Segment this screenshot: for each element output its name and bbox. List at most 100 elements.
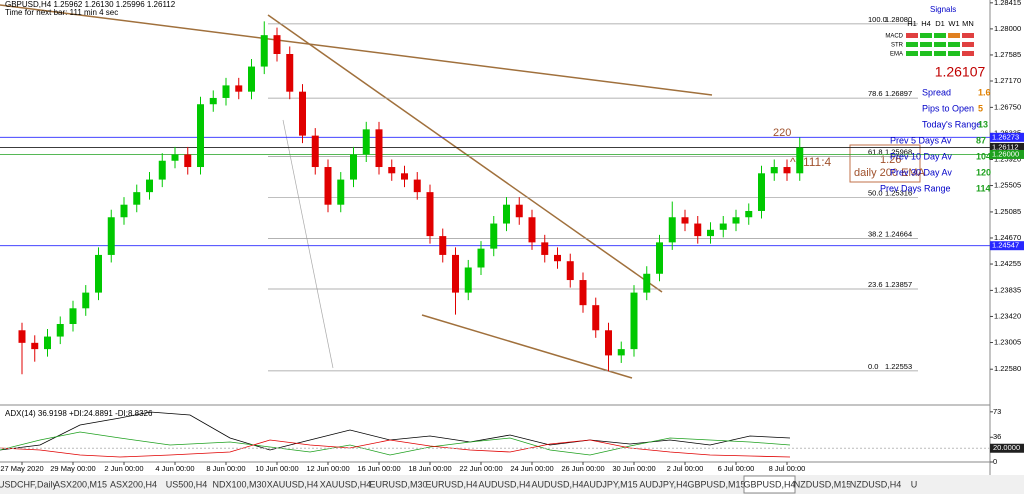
x-tick-label: 24 Jun 00:00 bbox=[510, 464, 553, 473]
tab[interactable] bbox=[850, 476, 901, 493]
candle-body bbox=[656, 242, 663, 274]
stat-value: 114 bbox=[976, 183, 991, 193]
candle-body bbox=[388, 167, 396, 174]
tab[interactable] bbox=[585, 476, 636, 493]
tab-label[interactable]: NDX100,M30 bbox=[212, 479, 266, 489]
signal-box bbox=[962, 42, 974, 47]
candle-body bbox=[222, 85, 230, 98]
tab[interactable] bbox=[426, 476, 477, 493]
candle-body bbox=[350, 154, 357, 180]
tab[interactable] bbox=[267, 476, 318, 493]
tab[interactable] bbox=[797, 476, 848, 493]
trendline bbox=[0, 4, 713, 96]
y-tick-label: 1.25085 bbox=[994, 207, 1021, 216]
timeframe: MN bbox=[962, 19, 974, 28]
tab-label[interactable]: EURUSD,M30 bbox=[369, 479, 427, 489]
candle-body bbox=[515, 204, 523, 218]
timeframe: H1 bbox=[907, 19, 917, 28]
stat-name: Pips to Open bbox=[922, 103, 974, 113]
x-tick-label: 26 Jun 00:00 bbox=[561, 464, 604, 473]
x-tick-label: 12 Jun 00:00 bbox=[306, 464, 349, 473]
x-tick-label: 22 Jun 00:00 bbox=[459, 464, 502, 473]
tab-label[interactable]: ASX200,H4 bbox=[110, 479, 157, 489]
tab[interactable] bbox=[903, 476, 925, 493]
candle-body bbox=[694, 223, 702, 237]
stat-value: 1.6 bbox=[978, 87, 991, 97]
tab-label[interactable]: NZDUSD,H4 bbox=[850, 479, 902, 489]
candle-body bbox=[171, 154, 179, 161]
x-tick-label: 16 Jun 00:00 bbox=[357, 464, 400, 473]
tab[interactable] bbox=[373, 476, 424, 493]
tab-label[interactable]: GBPUSD,H4 bbox=[743, 479, 795, 489]
tab-label[interactable]: ASX200,M15 bbox=[54, 479, 107, 489]
candle-body bbox=[413, 179, 421, 193]
tab[interactable] bbox=[532, 476, 583, 493]
candle-body bbox=[401, 173, 408, 180]
tab[interactable] bbox=[320, 476, 371, 493]
candle-body bbox=[796, 147, 804, 174]
tab-label[interactable]: NZDUSD,M15 bbox=[794, 479, 852, 489]
candle-body bbox=[605, 330, 612, 356]
candle-body bbox=[120, 204, 128, 218]
fib-level: 100.0 bbox=[868, 15, 887, 24]
signal-row: MACD bbox=[885, 34, 903, 40]
tab[interactable] bbox=[743, 475, 796, 494]
plus-di-line bbox=[0, 431, 791, 456]
candle-body bbox=[707, 229, 714, 237]
tab-label[interactable]: GBPUSD,M15 bbox=[687, 479, 745, 489]
y-tick-label: 1.27585 bbox=[994, 50, 1021, 59]
signal-box bbox=[948, 33, 960, 38]
fib-price: 1.26897 bbox=[885, 89, 912, 98]
tab-label[interactable]: AUDUSD,H4 bbox=[531, 479, 583, 489]
tab[interactable] bbox=[2, 476, 53, 493]
tab[interactable] bbox=[214, 476, 265, 493]
candle-body bbox=[146, 179, 153, 193]
y-tick-label: 1.25920 bbox=[994, 154, 1021, 163]
tab-label[interactable]: XAUUSD,H4 bbox=[320, 479, 372, 489]
price-marker-label: 1.26000 bbox=[992, 149, 1019, 158]
timeframe: W1 bbox=[948, 19, 959, 28]
x-tick-label: 4 Jun 00:00 bbox=[155, 464, 194, 473]
trendline bbox=[421, 314, 633, 379]
tab-label[interactable]: US500,H4 bbox=[166, 479, 208, 489]
tab[interactable] bbox=[638, 476, 689, 493]
candle-body bbox=[375, 129, 383, 168]
tab-label[interactable]: AUDUSD,H4 bbox=[478, 479, 530, 489]
tab[interactable] bbox=[479, 476, 530, 493]
y-tick-label: 1.23005 bbox=[994, 338, 1021, 347]
tab-label[interactable]: XAUUSD,H4 bbox=[267, 479, 319, 489]
adx-tick-label: 36 bbox=[993, 432, 1001, 441]
tab-label[interactable]: USDCHF,Daily bbox=[0, 479, 57, 489]
candle-body bbox=[426, 192, 434, 237]
tab-label[interactable]: AUDJPY,H4 bbox=[639, 479, 687, 489]
tab-label[interactable]: EURUSD,H4 bbox=[425, 479, 477, 489]
tab[interactable] bbox=[55, 476, 106, 493]
signal-box bbox=[934, 33, 946, 38]
signals-title: Signals bbox=[930, 5, 956, 14]
tab[interactable] bbox=[161, 476, 212, 493]
candle-body bbox=[158, 160, 166, 180]
candle-body bbox=[579, 280, 587, 306]
y-tick-label: 1.27170 bbox=[994, 76, 1021, 85]
tab-label[interactable]: AUDJPY,M15 bbox=[583, 479, 637, 489]
stat-value: 104 bbox=[976, 151, 991, 161]
candle-body bbox=[107, 217, 115, 255]
tab[interactable] bbox=[691, 476, 742, 493]
x-tick-label: 8 Jul 00:00 bbox=[769, 464, 806, 473]
tab-label[interactable]: U bbox=[911, 479, 918, 489]
candle-body bbox=[758, 173, 765, 211]
signal-box bbox=[920, 33, 932, 38]
tab[interactable] bbox=[108, 476, 159, 493]
candle-body bbox=[235, 85, 243, 92]
x-tick-label: 29 May 00:00 bbox=[50, 464, 95, 473]
stat-name: Spread bbox=[922, 87, 951, 97]
candle-body bbox=[209, 97, 217, 105]
candle-body bbox=[503, 204, 510, 224]
current-price: 1.26107 bbox=[935, 64, 986, 80]
signal-row: STR bbox=[891, 43, 904, 49]
timeframe: H4 bbox=[921, 19, 931, 28]
candle-body bbox=[31, 342, 39, 350]
price-marker bbox=[990, 149, 1024, 159]
candle-body bbox=[82, 292, 90, 309]
signal-box bbox=[934, 51, 946, 56]
